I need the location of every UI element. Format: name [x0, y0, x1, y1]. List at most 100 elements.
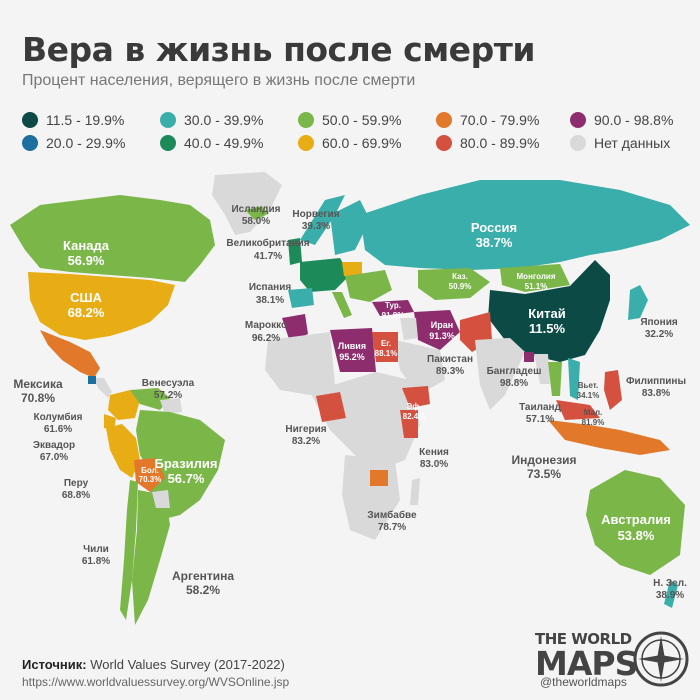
legend-swatch: [22, 112, 38, 128]
india-shape: [475, 338, 525, 410]
label-malaysia-value: 81.9%: [582, 418, 605, 427]
western-europe-shape: [300, 258, 350, 292]
japan-shape: [628, 285, 648, 320]
label-morocco-name: Марокко: [245, 320, 287, 331]
poland-shape: [342, 262, 362, 276]
map-labels: Исландия 58.0% Норвегия 39.3% Великобрит…: [13, 204, 687, 601]
mongolia-shape: [500, 264, 570, 292]
legend-item: 20.0 - 29.9%: [22, 135, 125, 151]
iceland-shape: [245, 206, 268, 220]
italy-shape: [332, 292, 352, 318]
label-zimbabwe-value: 78.7%: [378, 522, 406, 533]
bolivia-shape: [134, 458, 165, 492]
source-label: Источник:: [22, 657, 87, 672]
label-spain-name: Испания: [249, 282, 292, 293]
label-chile-value: 61.8%: [82, 556, 110, 567]
label-bolivia-value: 70.3%: [139, 475, 162, 484]
guyana-shape: [160, 398, 182, 414]
label-egypt-name: Ег.: [381, 339, 391, 348]
map-title: Вера в жизнь после смерти: [22, 30, 535, 69]
canada-shape: [10, 195, 215, 282]
legend-label: 80.0 - 89.9%: [460, 135, 540, 151]
label-colombia-name: Колумбия: [33, 411, 82, 423]
russia-shape: [360, 180, 690, 270]
label-peru-value: 68.8%: [62, 490, 90, 501]
label-iran-value: 91.3%: [429, 331, 455, 341]
legend-label: Нет данных: [594, 135, 671, 151]
label-argentina-value: 58.2%: [186, 583, 220, 597]
label-libya-name: Ливия: [338, 341, 366, 351]
label-brazil-name: Бразилия: [155, 456, 218, 471]
ethiopia-shape: [402, 386, 430, 408]
legend-label: 40.0 - 49.9%: [184, 135, 264, 151]
turkey-shape: [372, 300, 414, 316]
usa-shape: [28, 272, 175, 340]
label-kenya-name: Кения: [419, 447, 449, 458]
legend-swatch: [160, 112, 176, 128]
label-venezuela-value: 57.2%: [154, 390, 182, 401]
vietnam-shape: [568, 358, 580, 400]
label-malaysia-name: Мал.: [584, 408, 603, 417]
label-ecuador-name: Эквадор: [33, 440, 75, 451]
label-china-name: Китай: [528, 306, 566, 321]
peru-shape: [106, 424, 140, 478]
legend-item: Нет данных: [570, 135, 670, 151]
china-shape: [488, 260, 610, 362]
legend-item: 50.0 - 59.9%: [298, 112, 401, 128]
legend-label: 60.0 - 69.9%: [322, 135, 402, 151]
central-america-shape: [94, 378, 112, 398]
spain-shape: [288, 288, 314, 308]
thailand-shape: [548, 362, 562, 396]
label-japan-name: Япония: [640, 317, 678, 328]
social-handle: @theworldmaps: [540, 675, 627, 689]
arabia-shape: [395, 340, 445, 395]
label-bangladesh-value: 98.8%: [500, 378, 528, 389]
label-nigeria-name: Нигерия: [285, 424, 326, 435]
morocco-shape: [282, 314, 308, 342]
source-line: Источник: World Values Survey (2017-2022…: [22, 657, 285, 672]
label-pakistan-value: 89.3%: [436, 366, 464, 377]
norway-shape: [300, 195, 345, 245]
mexico-shape: [40, 330, 100, 378]
legend-label: 70.0 - 79.9%: [460, 112, 540, 128]
label-usa-value: 68.2%: [68, 305, 105, 320]
label-norway-name: Норвегия: [292, 209, 339, 220]
legend-label: 30.0 - 39.9%: [184, 112, 264, 128]
kazakhstan-shape: [418, 268, 490, 300]
label-canada-value: 56.9%: [68, 253, 105, 268]
legend-label: 90.0 - 98.8%: [594, 112, 674, 128]
egypt-shape: [372, 332, 398, 362]
legend-item: 11.5 - 19.9%: [22, 112, 124, 128]
label-new-zealand-name: Н. Зел.: [653, 578, 687, 589]
label-indonesia-name: Индонезия: [511, 453, 576, 467]
label-pakistan-name: Пакистан: [427, 354, 473, 365]
legend-item: 40.0 - 49.9%: [160, 135, 263, 151]
venezuela-shape: [130, 388, 170, 410]
iraq-shape: [400, 318, 418, 340]
label-turkey-name: Тур.: [385, 301, 401, 310]
label-mexico-value: 70.8%: [21, 391, 55, 405]
label-china-value: 11.5%: [529, 321, 566, 336]
legend-swatch: [298, 112, 314, 128]
world-map: Исландия 58.0% Норвегия 39.3% Великобрит…: [10, 172, 690, 625]
label-mexico-name: Мексика: [13, 377, 63, 391]
colombia-shape: [108, 390, 140, 420]
legend-label: 20.0 - 29.9%: [46, 135, 126, 151]
label-usa-name: США: [70, 290, 102, 305]
label-thailand-name: Таиланд: [519, 402, 562, 413]
label-morocco-value: 96.2%: [252, 333, 280, 344]
madagascar-shape: [410, 478, 420, 505]
guatemala-shape: [88, 376, 96, 384]
label-egypt-value: 88.1%: [375, 349, 398, 358]
zimbabwe-shape: [370, 470, 388, 486]
label-ethiopia-name: Эф.: [407, 402, 422, 411]
label-russia-name: Россия: [471, 220, 517, 235]
malaysia-shape: [556, 400, 600, 420]
label-norway-value: 39.3%: [302, 221, 330, 232]
label-kazakhstan-name: Каз.: [452, 272, 468, 281]
australia-shape: [586, 470, 685, 575]
legend-swatch: [570, 135, 586, 151]
label-ethiopia-value: 82.4%: [403, 412, 426, 421]
label-uk-name: Великобритания: [226, 237, 309, 249]
label-iceland-value: 58.0%: [242, 216, 270, 227]
